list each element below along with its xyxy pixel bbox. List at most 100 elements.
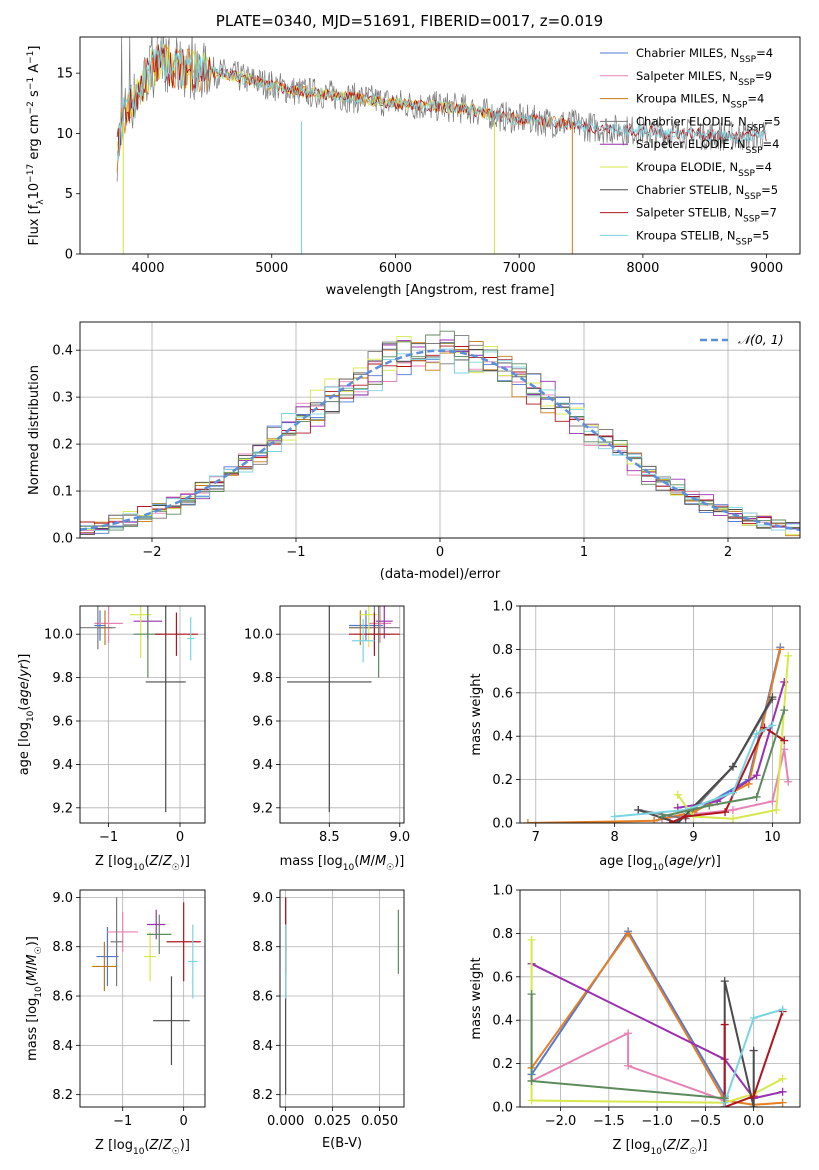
y-tick-label: 0.3 [52,391,73,406]
data-point-marker [728,788,737,797]
x-tick-label: −2 [142,545,161,560]
data-point-marker [673,790,682,799]
x-axis-label: wavelength [Angstrom, rest frame] [326,283,555,298]
errorbar-group [285,897,399,1095]
y-tick-label: 8.6 [52,990,73,1005]
y-tick-label: 8.6 [252,990,273,1005]
y-axis-label: mass weight [469,957,484,1039]
y-tick-label: 9.6 [252,715,273,730]
y-tick-label: 0.0 [492,1101,513,1116]
y-tick-label: 9.2 [52,801,73,816]
spectrum-panel: 4000 5000 6000 7000 8000 9000 0 5 10 15 wavelength… [26,36,801,298]
data-point-marker [749,1046,758,1055]
x-tick-label: 9.0 [389,830,410,845]
x-axis-label: (data-model)/error [380,567,501,582]
y-tick-label: 1.0 [492,600,513,615]
y-tick-label: 9.2 [252,801,273,816]
legend-entry: Chabrier STELIB, NSSP=5 [636,183,778,202]
y-tick-label: 9.6 [52,715,73,730]
data-point-marker [768,693,777,702]
data-point-marker [772,805,781,814]
x-tick-label: 1 [580,545,588,560]
age-vs-metallicity-panel: −1 0 9.2 9.4 9.6 9.8 10.0 Z [log10(Z/Z☉)] age [l… [17,605,206,873]
y-tick-label: 15 [56,67,73,82]
data-point-marker [784,651,793,660]
data-point-marker [768,721,777,730]
figure-title: PLATE=0340, MJD=51691, FIBERID=0017, z=0… [215,12,604,30]
y-tick-label: 9.8 [252,671,273,686]
data-point-marker [728,805,737,814]
x-axis-label: Z [log10(Z/Z☉)] [95,854,190,873]
data-point-marker [768,797,777,806]
data-point-marker [523,819,532,823]
data-point-marker [720,1020,729,1029]
age-vs-mass-panel: 8.5 9.0 9.2 9.4 9.6 9.8 10.0 mass [log10(M/M☉)] [244,605,410,873]
x-tick-label: −1 [113,1114,132,1129]
data-point-marker [752,771,761,780]
x-tick-label: 6000 [379,261,412,276]
errorbar-group [80,606,198,813]
y-tick-label: 9.8 [52,671,73,686]
x-tick-label: 8000 [626,261,659,276]
data-point-marker [527,1096,536,1105]
x-tick-label: 0.025 [314,1114,351,1129]
series-group [527,927,787,1107]
histogram-group [80,330,800,537]
data-point-marker [780,706,789,715]
data-point-marker [749,1092,758,1101]
data-point-marker [634,805,643,814]
y-tick-label: 10.0 [44,628,73,643]
x-tick-label: 7000 [503,261,536,276]
errorbar-group [287,606,400,813]
data-point-marker [784,777,793,786]
data-point-marker [728,814,737,823]
data-point-marker [527,990,536,999]
x-tick-label: −1 [286,545,305,560]
legend-entry: Kroupa STELIB, NSSP=5 [636,228,769,247]
y-tick-label: 8.4 [252,1039,273,1054]
x-tick-label: 0.000 [267,1114,304,1129]
data-point-marker [610,812,619,821]
y-tick-label: 0.4 [492,730,513,745]
axes-frame [519,889,801,1108]
x-tick-label: 2 [724,545,732,560]
y-tick-label: 0.4 [492,1014,513,1029]
y-tick-label: 8.2 [252,1088,273,1103]
x-tick-label: −2.0 [545,1114,577,1129]
data-point-marker [752,730,761,739]
data-point-marker [650,816,659,823]
data-point-marker [780,736,789,745]
data-point-marker [752,792,761,801]
axes-frame [279,605,405,824]
y-tick-label: 0.0 [492,817,513,832]
series-group [523,643,793,823]
y-tick-label: 10.0 [244,628,273,643]
data-point-marker [776,645,785,654]
y-tick-label: 10 [56,127,73,142]
axes-frame [79,605,206,824]
y-tick-label: 0 [65,248,73,263]
legend-entry: Chabrier MILES, NSSP=4 [636,46,773,65]
x-tick-label: 0 [180,1114,188,1129]
data-point-marker [778,1098,787,1107]
data-point-marker [705,801,714,810]
data-point-marker [778,1005,787,1014]
data-point-marker [624,1061,633,1070]
x-axis-label: age [log10(age/yr)] [599,854,721,873]
series-line [638,698,774,820]
axes-frame [79,321,801,539]
x-tick-label: 8.5 [319,830,340,845]
x-axis-label: Z [log10(Z/Z☉)] [613,1138,708,1157]
y-tick-label: 0.2 [492,773,513,788]
residuals-panel: −2 −1 0 1 2 0.0 0.1 0.2 0.3 0.4 (data-model)/error… [27,321,801,582]
normal-curve-line [80,349,800,532]
y-tick-label: 8.4 [52,1039,73,1054]
x-tick-label: 5000 [255,261,288,276]
x-tick-label: 0 [436,545,444,560]
model-spectrum-line [116,43,494,153]
y-tick-label: 0.8 [492,927,513,942]
histogram-steps [80,330,800,532]
data-point-marker [720,1094,729,1103]
y-tick-label: 5 [65,187,73,202]
